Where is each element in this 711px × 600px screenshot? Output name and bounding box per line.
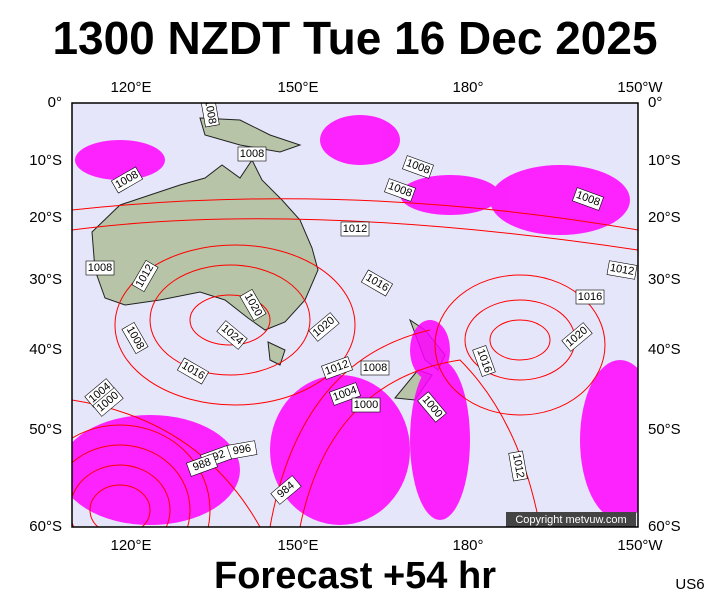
isobar-label-group: 1008 — [200, 99, 220, 128]
lat-label: 60°S — [29, 518, 62, 535]
lon-label: 150°E — [277, 79, 318, 96]
isobar-label: 1016 — [578, 291, 602, 303]
isobar-label-box — [237, 146, 267, 162]
lat-label: 0° — [48, 94, 62, 111]
lon-label: 180° — [452, 79, 483, 96]
isobar-label: 996 — [232, 442, 252, 457]
new-guinea — [199, 117, 302, 153]
isobar-label-box — [329, 382, 361, 406]
copyright-box — [506, 512, 636, 527]
isobar-label: 1012 — [343, 223, 367, 235]
isobar-label: 1008 — [202, 99, 218, 125]
isobar-label: 988 — [191, 456, 212, 474]
lat-label: 40°S — [648, 341, 681, 358]
isobar-label-box — [270, 475, 302, 505]
isobar-label-group: 988 — [186, 453, 218, 477]
isobar-label-box — [85, 260, 115, 276]
isobar-label-box — [176, 357, 210, 385]
isobar-label-box — [606, 260, 638, 280]
isobar-label-group: 996 — [226, 440, 258, 460]
map-title: 1300 NZDT Tue 16 Dec 2025 — [52, 12, 657, 64]
isobar-label-box — [340, 221, 370, 237]
isobar-label-group: 1000 — [351, 397, 381, 413]
lon-label: 150°W — [617, 79, 663, 96]
isobar-label: 1008 — [88, 262, 112, 274]
isobar-label-group: 1008 — [384, 178, 416, 202]
isobar-label-group: 1008 — [360, 360, 390, 376]
isobar-label-box — [131, 259, 159, 293]
isobar-label-box — [402, 155, 434, 179]
lat-label: 30°S — [29, 271, 62, 288]
lat-label: 10°S — [29, 152, 62, 169]
copyright: Copyright metvuw.com — [515, 514, 626, 526]
isobar-label-group: 1012 — [606, 260, 638, 280]
lat-label: 20°S — [648, 209, 681, 226]
isobar-label-box — [92, 387, 124, 417]
isobar-label-group: 1008 — [572, 187, 604, 211]
isobar-label-box — [575, 289, 605, 305]
isobar-label-box — [321, 356, 353, 380]
isobar-label-box — [308, 312, 340, 342]
isobar-label-group: 1012 — [508, 450, 528, 482]
lon-label: 150°W — [617, 537, 663, 554]
isobar-label: 1000 — [354, 399, 378, 411]
isobar-label-group: 1008 — [402, 155, 434, 179]
isobar-label-group: 1012 — [321, 356, 353, 380]
lon-label: 120°E — [110, 79, 151, 96]
isobar-label-group: 1008 — [237, 146, 267, 162]
isobar-label-box — [508, 450, 528, 482]
isobar-label-box — [360, 269, 394, 297]
isobar-label-box — [121, 321, 149, 355]
lon-label: 150°E — [277, 537, 318, 554]
isobar-label-box — [384, 178, 416, 202]
isobar-label: 1008 — [363, 362, 387, 374]
forecast-label: Forecast +54 hr — [214, 555, 496, 597]
isobar-label-box — [472, 345, 496, 377]
isobar-label-box — [186, 453, 218, 477]
lat-label: 10°S — [648, 152, 681, 169]
isobar-label-box — [572, 187, 604, 211]
isobar-label-box — [200, 103, 220, 128]
isobar-label-group: 1016 — [472, 345, 496, 377]
isobar-label: 1008 — [240, 148, 264, 160]
lat-label: 0° — [648, 94, 662, 111]
tasmania — [267, 341, 286, 366]
isobar-label-group: 1012 — [340, 221, 370, 237]
isobar-label-box — [360, 360, 390, 376]
lat-label: 60°S — [648, 518, 681, 535]
isobar-label-box — [417, 391, 447, 423]
isobar-label-box — [216, 320, 248, 350]
isobar-label-box — [561, 322, 593, 352]
lat-label: 50°S — [29, 421, 62, 438]
isobar-label: 1012 — [510, 453, 526, 479]
run-code: US6 — [675, 576, 704, 593]
australia — [91, 159, 319, 331]
lat-label: 50°S — [648, 421, 681, 438]
isobar-label-box — [351, 397, 381, 413]
isobar-label-group: 1016 — [575, 289, 605, 305]
map-frame — [71, 102, 639, 528]
lon-label: 180° — [452, 537, 483, 554]
isobar-label-group: 1008 — [85, 260, 115, 276]
lat-label: 20°S — [29, 209, 62, 226]
isobar-label: 1012 — [609, 262, 635, 278]
lat-label: 40°S — [29, 341, 62, 358]
isobar-label-box — [110, 166, 144, 194]
lat-label: 30°S — [648, 271, 681, 288]
isobar-label-box — [239, 288, 267, 322]
lon-label: 120°E — [110, 537, 151, 554]
